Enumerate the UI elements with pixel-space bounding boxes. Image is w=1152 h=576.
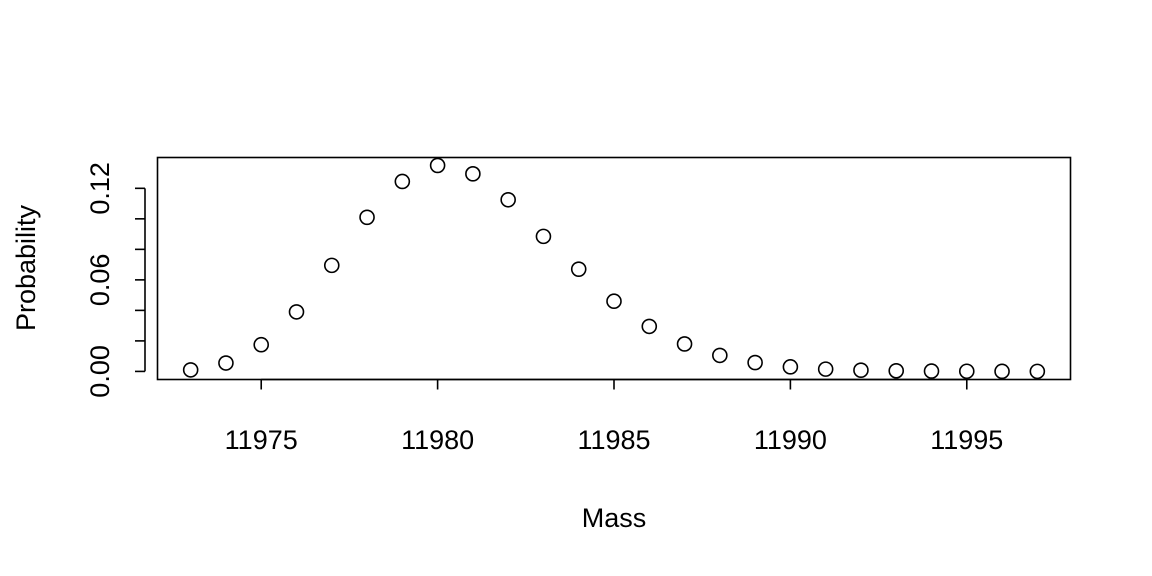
data-point [429, 157, 446, 174]
data-point [182, 362, 199, 378]
data-point [853, 362, 869, 378]
data-point [253, 336, 270, 353]
data-point [747, 354, 763, 371]
data-point [958, 363, 975, 380]
data-point [359, 209, 375, 226]
data-point [570, 261, 587, 277]
data-point [1029, 363, 1046, 380]
data-point [994, 363, 1010, 380]
data-point [465, 166, 481, 182]
x-tick-label: 11975 [225, 425, 298, 455]
y-tick-label: 0.00 [85, 345, 115, 398]
data-point [641, 318, 658, 335]
data-point [535, 228, 552, 245]
data-point [676, 336, 693, 352]
data-point [712, 347, 728, 364]
data-point [323, 257, 340, 274]
data-point [817, 361, 834, 377]
x-axis: 11975 11980 11985 11990 11995 [225, 378, 1003, 455]
data-point [606, 293, 622, 310]
y-axis: 0.00 0.06 0.12 [85, 162, 146, 398]
data-point [888, 363, 905, 379]
plot-frame [156, 156, 1072, 381]
x-tick-label: 11995 [930, 425, 1003, 455]
data-point [923, 363, 940, 379]
x-axis-title: Mass [582, 503, 647, 533]
data-point [288, 304, 305, 320]
data-point [218, 355, 234, 371]
x-tick-label: 11980 [401, 425, 474, 455]
y-tick-label: 0.12 [85, 162, 115, 215]
data-point [500, 191, 516, 208]
data-point [782, 359, 799, 375]
data-points [182, 157, 1046, 380]
y-tick-label: 0.06 [85, 254, 115, 307]
y-axis-title: Probability [11, 204, 41, 331]
x-tick-label: 11985 [577, 425, 650, 455]
x-tick-label: 11990 [754, 425, 827, 455]
data-point [394, 173, 411, 190]
